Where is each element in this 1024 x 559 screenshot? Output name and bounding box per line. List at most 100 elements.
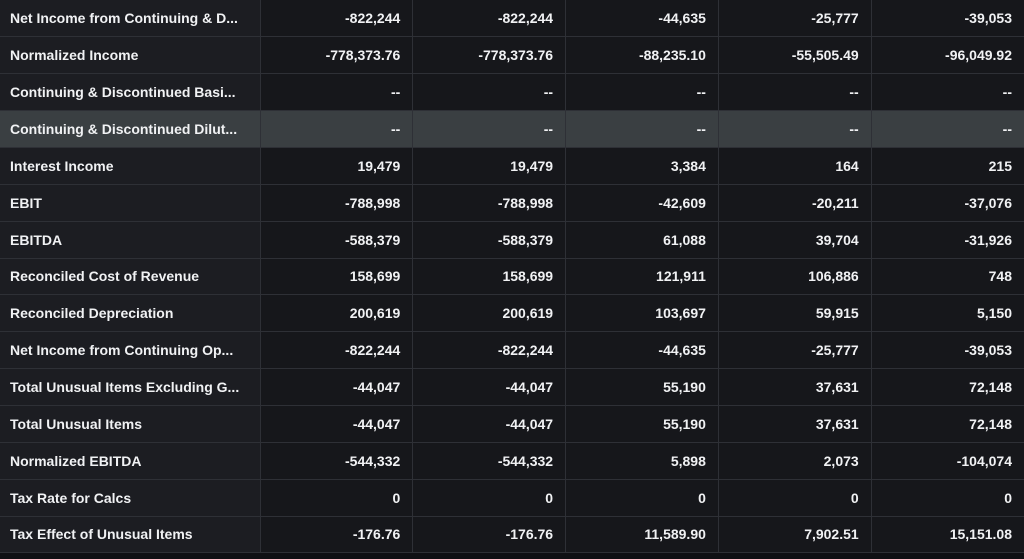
cell-value: -588,379 [412, 221, 566, 259]
table-row[interactable]: Total Unusual Items Excluding G... -44,04… [0, 368, 1024, 406]
cell-value: -44,047 [259, 405, 413, 443]
cell-value: 15,151.08 [870, 516, 1024, 554]
cell-value: -544,332 [259, 442, 413, 480]
cell-value: -104,074 [870, 442, 1024, 480]
row-label: Continuing & Discontinued Basi... [0, 73, 260, 112]
cell-value: 61,088 [565, 221, 719, 259]
table-row[interactable]: Reconciled Depreciation 200,619 200,619 103… [0, 294, 1024, 333]
cell-value: 158,699 [412, 258, 566, 296]
cell-value: 0 [412, 479, 566, 517]
cell-value: -- [565, 73, 719, 112]
cell-value: -96,049.92 [870, 36, 1024, 75]
row-label: Reconciled Cost of Revenue [0, 258, 260, 296]
table-row[interactable]: Total Unusual Items -44,047 -44,047 55,190 3… [0, 405, 1024, 443]
cell-value: 55,190 [565, 405, 719, 443]
cell-value: 748 [870, 258, 1024, 296]
cell-value: -822,244 [412, 331, 566, 370]
cell-value: -822,244 [259, 0, 413, 38]
cell-value: 39,704 [717, 221, 872, 259]
cell-value: 0 [717, 479, 872, 517]
cell-value: 3,384 [565, 147, 719, 185]
cell-value: 121,911 [565, 258, 719, 296]
cell-value: 0 [870, 479, 1024, 517]
cell-value: -- [259, 73, 413, 112]
cell-value: 0 [565, 479, 719, 517]
cell-value: -- [412, 73, 566, 112]
cell-value: 11,589.90 [565, 516, 719, 554]
cell-value: -39,053 [870, 0, 1024, 38]
cell-value: 0 [259, 479, 413, 517]
table-row[interactable]: Normalized EBITDA -544,332 -544,332 5,898 2,… [0, 442, 1024, 480]
table-row[interactable]: Normalized Income -778,373.76 -778,373.76-… [0, 36, 1024, 75]
cell-value: -- [870, 73, 1024, 112]
cell-value: -544,332 [412, 442, 566, 480]
cell-value: -822,244 [412, 0, 566, 38]
row-label: Normalized Income [0, 36, 260, 75]
cell-value: -- [870, 110, 1024, 148]
cell-value: -44,047 [259, 368, 413, 406]
cell-value: -822,244 [259, 331, 413, 370]
cell-value: 164 [717, 147, 872, 185]
cell-value: 5,898 [565, 442, 719, 480]
cell-value: -25,777 [717, 331, 872, 370]
cell-value: 200,619 [412, 294, 566, 333]
cell-value: -788,998 [412, 184, 566, 222]
cell-value: -- [717, 110, 872, 148]
cell-value: 37,631 [717, 405, 872, 443]
row-label: Net Income from Continuing Op... [0, 331, 260, 370]
table-row[interactable]: Net Income from Continuing Op... -822,244… [0, 331, 1024, 370]
cell-value: 158,699 [259, 258, 413, 296]
cell-value: -42,609 [565, 184, 719, 222]
row-label: EBIT [0, 184, 260, 222]
row-label: Net Income from Continuing & D... [0, 0, 260, 38]
row-label: Tax Rate for Calcs [0, 479, 260, 517]
row-label: Normalized EBITDA [0, 442, 260, 480]
table-row[interactable]: Interest Income 19,479 19,479 3,384 164 215 [0, 147, 1024, 185]
cell-value: 19,479 [412, 147, 566, 185]
cell-value: -55,505.49 [717, 36, 872, 75]
cell-value: 215 [870, 147, 1024, 185]
cell-value: 7,902.51 [717, 516, 872, 554]
row-label: Tax Effect of Unusual Items [0, 516, 260, 554]
cell-value: -- [717, 73, 872, 112]
row-label: EBITDA [0, 221, 260, 259]
cell-value: 55,190 [565, 368, 719, 406]
cell-value: -- [565, 110, 719, 148]
cell-value: -39,053 [870, 331, 1024, 370]
cell-value: -88,235.10 [565, 36, 719, 75]
table-row[interactable]: Tax Effect of Unusual Items -176.76 -176.7… [0, 516, 1024, 554]
cell-value: -588,379 [259, 221, 413, 259]
cell-value: 19,479 [259, 147, 413, 185]
cell-value: -778,373.76 [412, 36, 566, 75]
cell-value: 5,150 [870, 294, 1024, 333]
cell-value: -44,047 [412, 405, 566, 443]
cell-value: 72,148 [870, 368, 1024, 406]
row-label: Total Unusual Items [0, 405, 260, 443]
table-row[interactable]: Net Income from Continuing & D... -822,24… [0, 0, 1024, 38]
cell-value: -37,076 [870, 184, 1024, 222]
cell-value: -20,211 [717, 184, 872, 222]
table-row[interactable]: EBITDA -588,379 -588,379 61,088 39,704 -31,92… [0, 221, 1024, 259]
cell-value: -44,047 [412, 368, 566, 406]
cell-value: 72,148 [870, 405, 1024, 443]
table-row[interactable]: Continuing & Discontinued Dilut... -- -- --… [0, 110, 1024, 148]
cell-value: -788,998 [259, 184, 413, 222]
cell-value: 37,631 [717, 368, 872, 406]
row-label: Total Unusual Items Excluding G... [0, 368, 260, 406]
table-row[interactable]: EBIT -788,998 -788,998 -42,609 -20,211 -37,07… [0, 184, 1024, 222]
cell-value: -44,635 [565, 0, 719, 38]
cell-value: -31,926 [870, 221, 1024, 259]
cell-value: 103,697 [565, 294, 719, 333]
row-label: Reconciled Depreciation [0, 294, 260, 333]
row-label: Interest Income [0, 147, 260, 185]
cell-value: 200,619 [259, 294, 413, 333]
table-row[interactable]: Reconciled Cost of Revenue 158,699 158,699… [0, 258, 1024, 296]
cell-value: 2,073 [717, 442, 872, 480]
table-row[interactable]: Continuing & Discontinued Basi... -- -- -- -… [0, 73, 1024, 112]
cell-value: -778,373.76 [259, 36, 413, 75]
cell-value: 59,915 [717, 294, 872, 333]
table-row[interactable]: Tax Rate for Calcs 0 0 0 0 0 [0, 479, 1024, 517]
cell-value: -176.76 [259, 516, 413, 554]
